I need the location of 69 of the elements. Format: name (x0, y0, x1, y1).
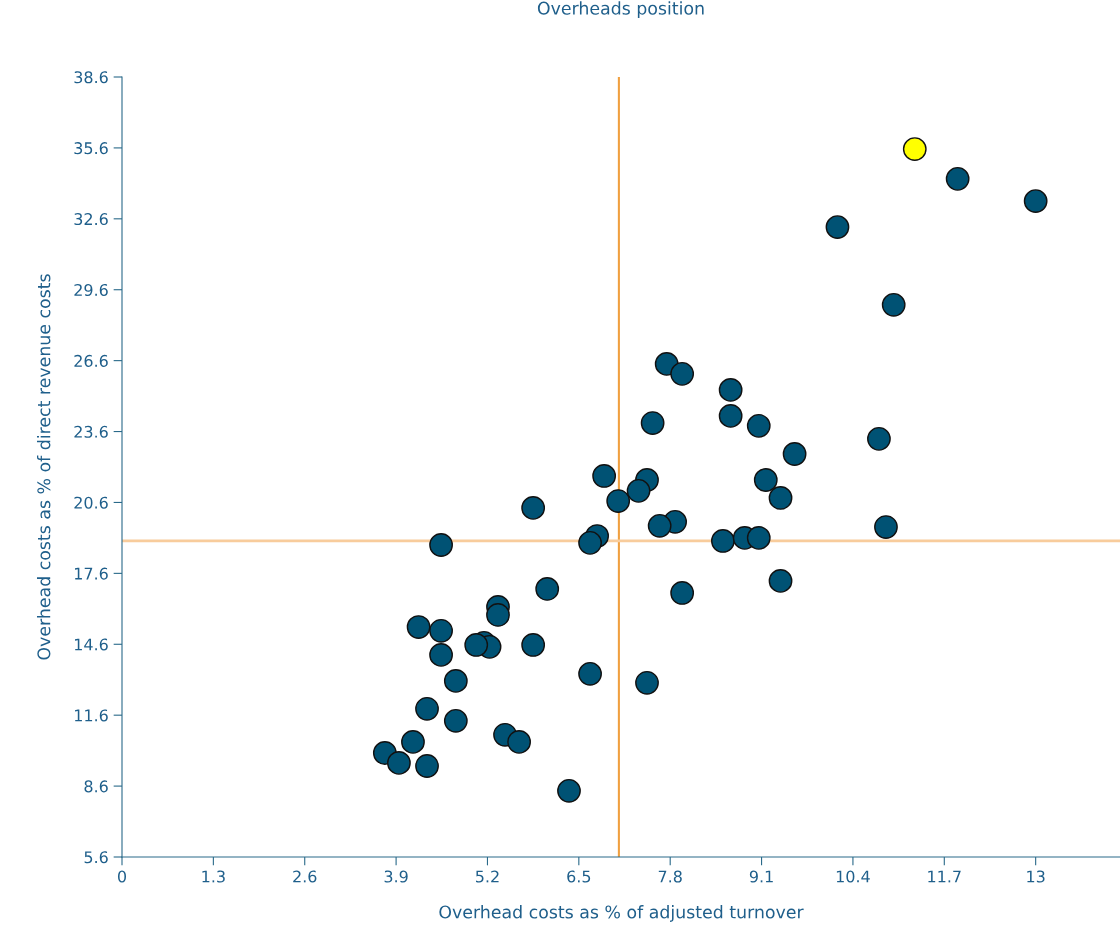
x-tick-label: 11.7 (928, 870, 961, 883)
point (718, 378, 743, 402)
x-tick-label: 10.4 (836, 870, 870, 883)
x-tick-label: 7.8 (658, 870, 682, 883)
point (902, 137, 927, 161)
point (640, 411, 665, 435)
point (464, 633, 489, 657)
y-tick-label: 20.6 (74, 496, 108, 509)
y-tick-label: 26.6 (74, 354, 108, 367)
point (670, 361, 695, 386)
y-axis-title: Overhead costs as % of direct revenue costs (37, 274, 51, 660)
point (557, 778, 581, 803)
point (578, 661, 602, 686)
point (521, 495, 546, 520)
point (429, 643, 453, 667)
point (443, 669, 468, 693)
y-tick-label: 11.6 (75, 709, 108, 722)
y-tick-label: 17.6 (75, 567, 108, 580)
y-tick-label: 5.6 (84, 851, 108, 864)
point (429, 618, 453, 643)
point (874, 515, 898, 539)
point (1023, 189, 1048, 213)
point (768, 569, 793, 593)
point (521, 633, 546, 657)
y-tick-label: 38.6 (74, 71, 108, 84)
point (578, 530, 602, 555)
y-tick-label: 32.6 (74, 213, 108, 226)
y-tick-label: 23.6 (74, 425, 108, 438)
y-tick-label: 35.6 (74, 142, 108, 155)
point (782, 442, 807, 466)
point (592, 464, 617, 488)
point (670, 581, 695, 605)
point (746, 526, 771, 550)
x-tick-label: 9.1 (749, 870, 773, 883)
point (711, 529, 735, 553)
x-tick-label: 6.5 (567, 870, 591, 883)
x-tick-label: 13 (1027, 870, 1045, 883)
point (415, 754, 439, 778)
point (626, 478, 651, 503)
chart-title: Overheads position (537, 1, 704, 19)
point (753, 468, 778, 492)
point (647, 513, 672, 538)
point (746, 413, 771, 438)
point (867, 426, 891, 451)
y-tick-label: 29.6 (74, 283, 108, 297)
x-tick-label: 2.6 (293, 870, 317, 883)
point (429, 533, 453, 557)
x-tick-label: 1.3 (202, 870, 225, 883)
x-tick-label: 3.9 (384, 870, 408, 883)
point (387, 751, 411, 775)
point (406, 615, 431, 639)
x-tick-label: 5.2 (476, 870, 499, 883)
y-tick-label: 8.6 (84, 780, 108, 793)
point (507, 729, 531, 754)
y-tick-label: 14.6 (75, 638, 108, 651)
point (945, 166, 970, 191)
point (415, 696, 439, 721)
point (535, 577, 560, 601)
point (881, 292, 906, 317)
x-tick-label: 0 (117, 870, 127, 883)
point (635, 670, 659, 695)
point (718, 404, 743, 428)
point (401, 729, 425, 754)
x-axis-title: Overhead costs as % of adjusted turnover (439, 905, 804, 922)
point (606, 489, 631, 513)
point (486, 603, 510, 627)
point (443, 708, 468, 733)
point (768, 486, 793, 510)
point (825, 215, 850, 239)
